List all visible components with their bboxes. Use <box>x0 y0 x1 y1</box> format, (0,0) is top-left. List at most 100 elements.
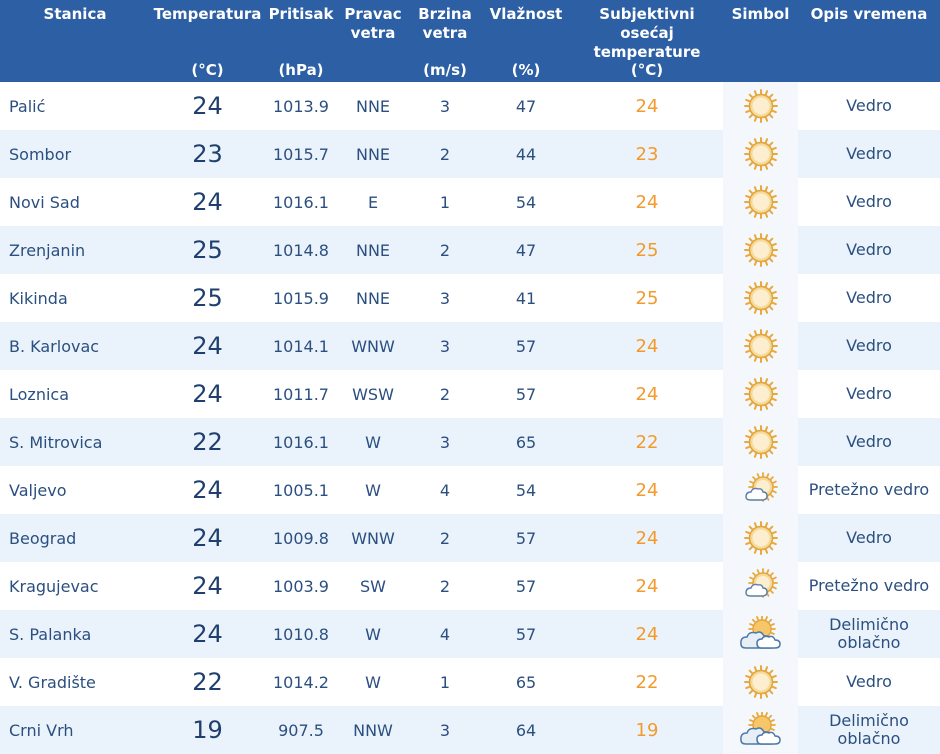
weather-description: Vedro <box>798 226 940 274</box>
header-pressure-title: Pritisak <box>268 5 334 23</box>
table-row: Loznica 24 1011.7 WSW 2 57 24 Vedro <box>0 370 940 418</box>
feels-like-value: 24 <box>571 178 723 226</box>
weather-description: Vedro <box>798 514 940 562</box>
pressure-value: 1013.9 <box>265 82 337 130</box>
table-row: Crni Vrh 19 907.5 NNW 3 64 19 Delimično oblačno <box>0 706 940 754</box>
weather-symbol <box>723 706 798 754</box>
table-row: V. Gradište 22 1014.2 W 1 65 22 Vedro <box>0 658 940 706</box>
header-feels-like: Subjektivni osećaj temperature (°C) <box>571 0 723 82</box>
header-description-title: Opis vremena <box>810 5 928 23</box>
wind-speed-value: 2 <box>409 514 481 562</box>
humidity-value: 57 <box>481 322 571 370</box>
sun-icon <box>723 280 798 316</box>
header-wind-direction: Pravac vetra <box>337 0 409 82</box>
station-name: V. Gradište <box>0 658 150 706</box>
feels-like-value: 19 <box>571 706 723 754</box>
sun-icon <box>723 232 798 268</box>
wind-speed-value: 2 <box>409 370 481 418</box>
sun-small-cloud-icon <box>723 568 798 604</box>
weather-description: Vedro <box>798 130 940 178</box>
wind-direction-value: WNW <box>337 514 409 562</box>
station-name: Zrenjanin <box>0 226 150 274</box>
feels-like-value: 22 <box>571 418 723 466</box>
station-name: Loznica <box>0 370 150 418</box>
header-temperature-title: Temperatura <box>153 5 262 23</box>
humidity-value: 57 <box>481 514 571 562</box>
header-feels-like-title: Subjektivni osećaj temperature <box>593 5 701 61</box>
humidity-value: 54 <box>481 466 571 514</box>
header-description: Opis vremena <box>798 0 940 82</box>
temperature-value: 25 <box>150 226 265 274</box>
temperature-value: 24 <box>150 466 265 514</box>
temperature-value: 24 <box>150 82 265 130</box>
wind-direction-value: NNE <box>337 130 409 178</box>
wind-speed-value: 3 <box>409 274 481 322</box>
feels-like-value: 22 <box>571 658 723 706</box>
pressure-value: 1014.1 <box>265 322 337 370</box>
weather-symbol <box>723 562 798 610</box>
temperature-value: 24 <box>150 610 265 658</box>
wind-direction-value: WSW <box>337 370 409 418</box>
feels-like-value: 24 <box>571 562 723 610</box>
humidity-value: 57 <box>481 610 571 658</box>
wind-direction-value: NNE <box>337 274 409 322</box>
weather-symbol <box>723 322 798 370</box>
table-row: B. Karlovac 24 1014.1 WNW 3 57 24 Vedro <box>0 322 940 370</box>
header-humidity-title: Vlažnost <box>489 5 563 23</box>
pressure-value: 1015.7 <box>265 130 337 178</box>
wind-direction-value: W <box>337 466 409 514</box>
station-name: Crni Vrh <box>0 706 150 754</box>
weather-description: Vedro <box>798 274 940 322</box>
header-humidity: Vlažnost (%) <box>481 0 571 82</box>
station-name: Sombor <box>0 130 150 178</box>
station-name: Novi Sad <box>0 178 150 226</box>
header-pressure: Pritisak (hPa) <box>265 0 337 82</box>
station-name: Beograd <box>0 514 150 562</box>
wind-speed-value: 3 <box>409 418 481 466</box>
header-pressure-unit: (hPa) <box>278 61 324 79</box>
weather-symbol <box>723 418 798 466</box>
station-name: S. Mitrovica <box>0 418 150 466</box>
header-wind-speed: Brzina vetra (m/s) <box>409 0 481 82</box>
pressure-value: 1015.9 <box>265 274 337 322</box>
wind-direction-value: W <box>337 418 409 466</box>
temperature-value: 19 <box>150 706 265 754</box>
table-row: Palić 24 1013.9 NNE 3 47 24 Vedro <box>0 82 940 130</box>
pressure-value: 1009.8 <box>265 514 337 562</box>
temperature-value: 24 <box>150 178 265 226</box>
feels-like-value: 25 <box>571 274 723 322</box>
weather-symbol <box>723 130 798 178</box>
table-header: Stanica Temperatura (°C) Pritisak (hPa) Pr… <box>0 0 940 82</box>
header-temperature-unit: (°C) <box>191 61 224 79</box>
weather-description: Vedro <box>798 82 940 130</box>
temperature-value: 24 <box>150 562 265 610</box>
temperature-value: 24 <box>150 370 265 418</box>
weather-symbol <box>723 370 798 418</box>
humidity-value: 65 <box>481 658 571 706</box>
table-row: Valjevo 24 1005.1 W 4 54 24 Pretežno vedro <box>0 466 940 514</box>
feels-like-value: 24 <box>571 610 723 658</box>
temperature-value: 24 <box>150 322 265 370</box>
wind-direction-value: WNW <box>337 322 409 370</box>
header-wind-speed-title: Brzina vetra <box>418 5 472 42</box>
station-name: B. Karlovac <box>0 322 150 370</box>
sun-icon <box>723 184 798 220</box>
temperature-value: 22 <box>150 658 265 706</box>
station-name: Palić <box>0 82 150 130</box>
pressure-value: 1016.1 <box>265 178 337 226</box>
table-body: Palić 24 1013.9 NNE 3 47 24 Vedro Sombor 23 1015.7… <box>0 82 940 754</box>
weather-symbol <box>723 82 798 130</box>
pressure-value: 1005.1 <box>265 466 337 514</box>
wind-direction-value: SW <box>337 562 409 610</box>
wind-direction-value: NNW <box>337 706 409 754</box>
pressure-value: 1014.2 <box>265 658 337 706</box>
pressure-value: 1014.8 <box>265 226 337 274</box>
weather-description: Pretežno vedro <box>798 562 940 610</box>
wind-direction-value: W <box>337 658 409 706</box>
weather-symbol <box>723 514 798 562</box>
wind-speed-value: 2 <box>409 130 481 178</box>
wind-direction-value: NNE <box>337 226 409 274</box>
weather-symbol <box>723 226 798 274</box>
feels-like-value: 24 <box>571 466 723 514</box>
sun-icon <box>723 136 798 172</box>
